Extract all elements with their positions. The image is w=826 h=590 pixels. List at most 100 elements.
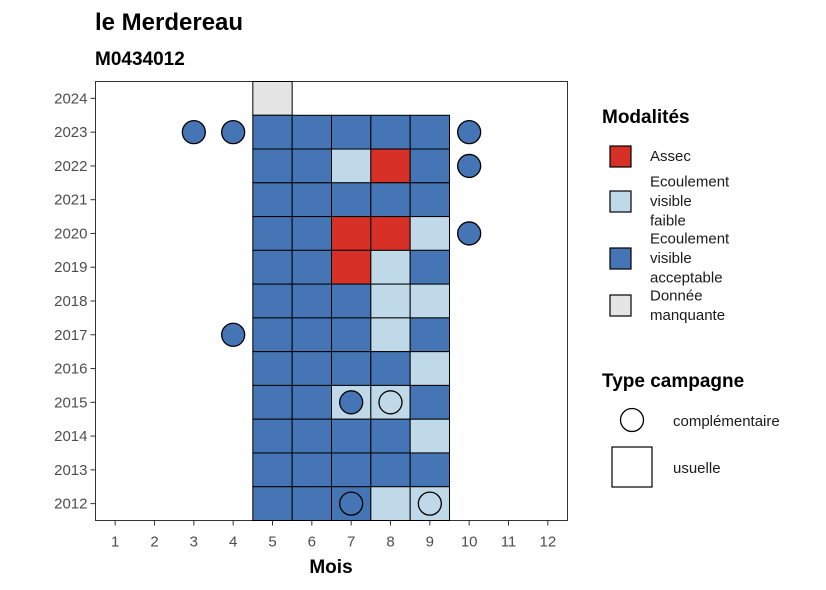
legend-label-manquante-1: Donnée	[650, 287, 703, 304]
y-tick-label-2015: 2015	[54, 394, 87, 411]
cell-2022-9	[409, 148, 450, 184]
legend-key-usuelle	[611, 446, 653, 488]
legend-key-faible	[609, 190, 632, 213]
x-tick-label-3: 3	[190, 534, 198, 551]
x-tick-label-6: 6	[308, 534, 316, 551]
cell-2023-7	[331, 114, 372, 150]
x-tick-label-12: 12	[539, 534, 556, 551]
cell-2013-9	[409, 452, 450, 488]
cell-2015-9	[409, 384, 450, 420]
legend-label-faible-3: faible	[650, 213, 686, 230]
cell-2014-5	[252, 418, 293, 454]
x-tick-label-9: 9	[426, 534, 434, 551]
x-tick-label-11: 11	[501, 534, 517, 551]
cell-2016-5	[252, 351, 293, 386]
cell-2012-6	[291, 486, 332, 522]
cell-2018-7	[331, 283, 372, 319]
legend-key-acceptable	[609, 247, 632, 270]
legend-label-acceptable-3: acceptable	[650, 270, 723, 287]
cell-2020-6	[291, 216, 332, 251]
cell-2014-9	[409, 418, 450, 454]
x-axis: 1 2 3 4 5 6 7 8 9 10 11 12	[111, 520, 556, 551]
chart-subtitle: M0434012	[95, 49, 185, 70]
legend-campagne: complémentaire usuelle	[611, 407, 780, 488]
cell-2023-9	[409, 114, 450, 150]
legend-label-acceptable-1: Ecoulement	[650, 231, 730, 248]
legend-label-manquante-2: manquante	[650, 307, 725, 324]
cell-2018-9	[409, 283, 450, 319]
cell-2019-5	[252, 249, 293, 285]
legend-label-acceptable-2: visible	[650, 250, 692, 267]
cell-2024-5	[252, 81, 293, 116]
cell-2020-9	[409, 216, 450, 251]
legend-label-complementaire: complémentaire	[673, 413, 780, 430]
cell-2019-8	[370, 249, 411, 285]
cell-2020-7	[331, 216, 372, 251]
x-tick-label-5: 5	[268, 534, 276, 551]
cell-2022-5	[252, 148, 293, 184]
cell-2018-8	[370, 283, 411, 319]
y-tick-label-2018: 2018	[54, 293, 87, 310]
usuelle-cells	[252, 81, 450, 522]
cell-2023-5	[252, 114, 293, 150]
y-tick-label-2024: 2024	[54, 90, 87, 107]
y-tick-label-2013: 2013	[54, 462, 87, 479]
cell-2017-5	[252, 317, 293, 353]
cell-2014-7	[331, 418, 372, 454]
y-tick-label-2023: 2023	[54, 124, 87, 141]
cell-2021-5	[252, 182, 293, 218]
cell-2021-6	[291, 182, 332, 218]
cell-2015-5	[252, 384, 293, 420]
y-tick-label-2020: 2020	[54, 225, 87, 242]
cell-2016-6	[291, 351, 332, 386]
cell-2013-8	[370, 452, 411, 488]
cell-2019-9	[409, 249, 450, 285]
cell-2017-8	[370, 317, 411, 353]
cell-2021-9	[409, 182, 450, 218]
cell-2018-6	[291, 283, 332, 319]
y-axis: 2012 2013 2014 2015 2016 2017 2018 2019 2020 2021…	[54, 90, 96, 513]
cell-2016-8	[370, 351, 411, 386]
x-tick-label-2: 2	[150, 534, 158, 551]
complementaire-points	[181, 120, 482, 516]
point-2023-4	[221, 120, 246, 145]
cell-2014-6	[291, 418, 332, 454]
cell-2017-6	[291, 317, 332, 353]
cell-2012-5	[252, 486, 293, 522]
point-2015-7	[339, 390, 364, 415]
point-2015-8	[378, 390, 403, 415]
chart-title: le Merdereau	[95, 9, 243, 36]
legend-label-usuelle: usuelle	[673, 460, 721, 477]
legend-modalites-title: Modalités	[602, 107, 690, 128]
point-2022-10	[457, 153, 482, 179]
x-tick-label-7: 7	[347, 534, 355, 551]
legend-label-faible-2: visible	[650, 193, 692, 210]
legend-key-assec	[609, 145, 632, 168]
y-tick-label-2022: 2022	[54, 158, 87, 175]
x-tick-label-4: 4	[229, 534, 237, 551]
y-tick-label-2019: 2019	[54, 259, 87, 276]
y-tick-label-2021: 2021	[54, 192, 87, 209]
point-2012-9	[417, 491, 442, 516]
cell-2019-6	[291, 249, 332, 285]
cell-2023-6	[291, 114, 332, 150]
cell-2019-7	[331, 249, 372, 285]
legend-label-faible-1: Ecoulement	[650, 174, 730, 191]
cell-2022-8	[370, 148, 411, 184]
cell-2022-7	[331, 148, 372, 184]
cell-2023-8	[370, 114, 411, 150]
cell-2022-6	[291, 148, 332, 184]
x-tick-label-1: 1	[111, 534, 119, 551]
cell-2015-6	[291, 384, 332, 420]
y-tick-label-2014: 2014	[54, 428, 87, 445]
x-axis-title: Mois	[309, 557, 352, 578]
y-tick-label-2016: 2016	[54, 361, 87, 378]
legend-modalites: AssecEcoulementvisiblefaibleEcoulementvi…	[609, 145, 730, 324]
point-2023-10	[457, 120, 482, 145]
cell-2018-5	[252, 283, 293, 319]
y-tick-label-2017: 2017	[54, 327, 87, 344]
cell-2017-7	[331, 317, 372, 353]
point-2012-7	[339, 491, 364, 516]
cell-2020-5	[252, 216, 293, 251]
